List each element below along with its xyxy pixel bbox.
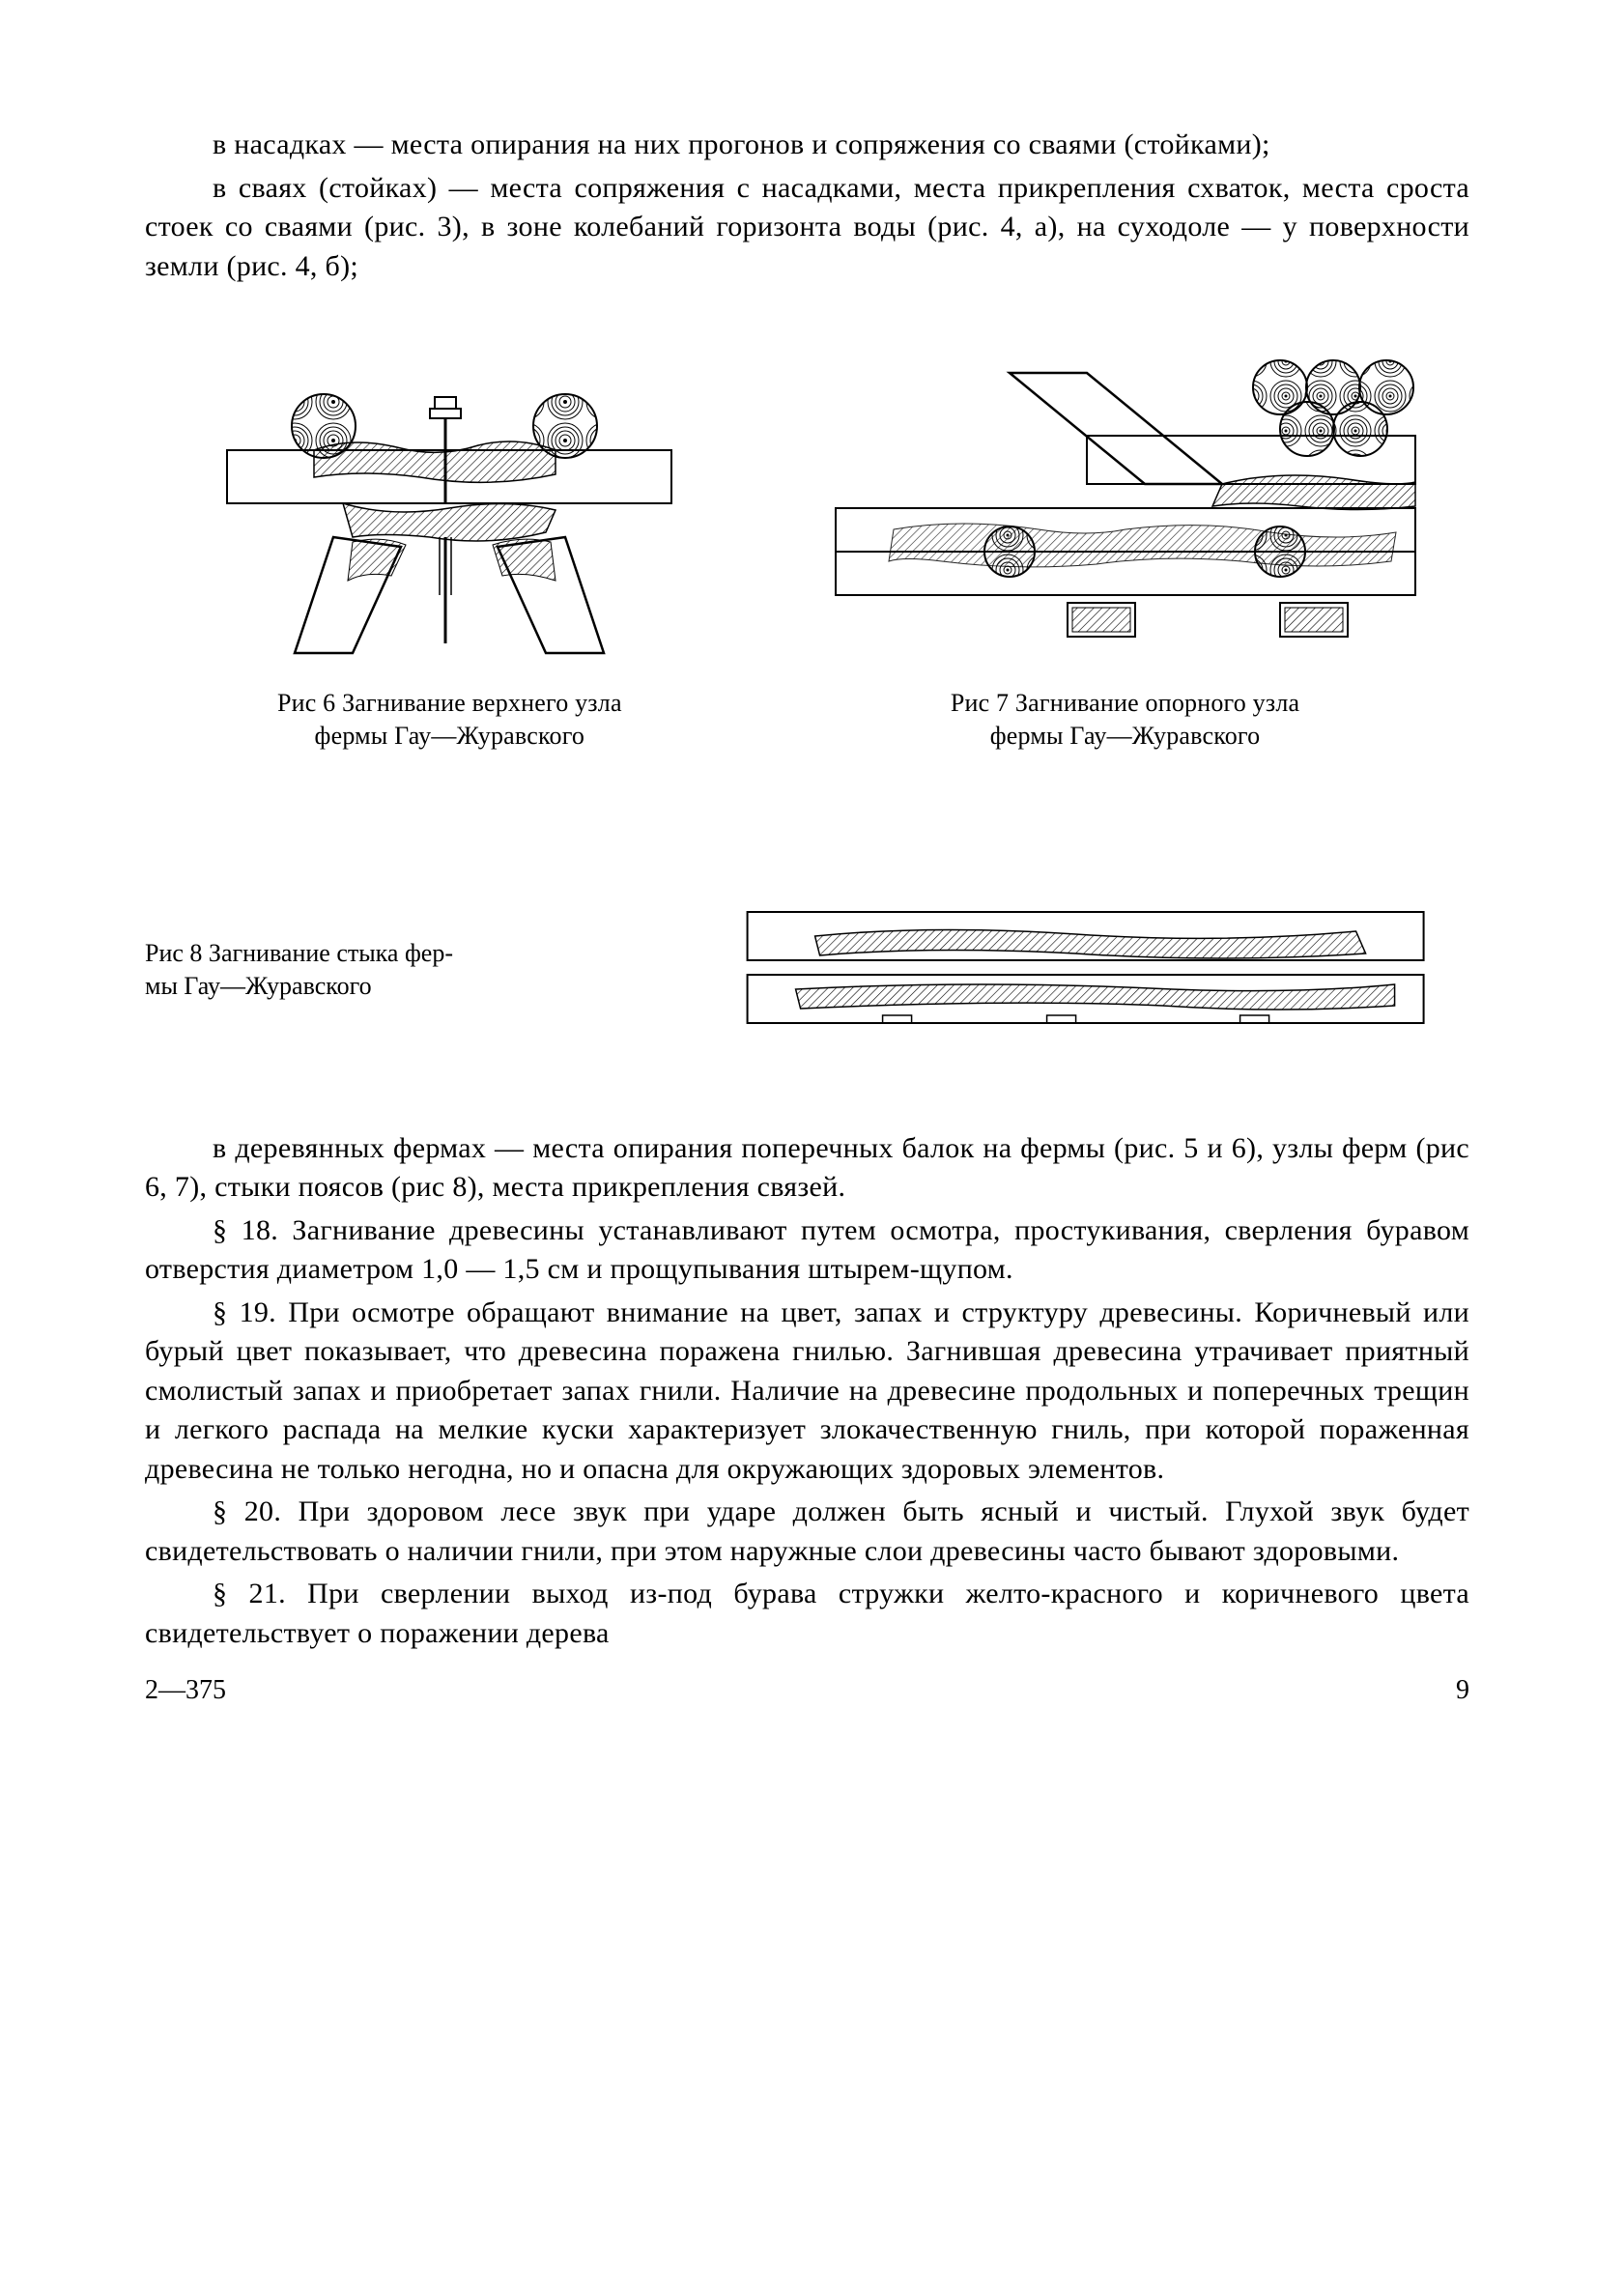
paragraph-4-section-18: § 18. Загнивание древесины устанавливают… (145, 1211, 1469, 1290)
paragraph-2: в сваях (стойках) — места сопряжения с н… (145, 169, 1469, 287)
paragraph-1: в насадках — места опирания на них прого… (145, 126, 1469, 165)
paragraph-5-section-19: § 19. При осмотре обращают внимание на ц… (145, 1294, 1469, 1490)
figure-6-caption-line2: фермы Гау—Журавского (315, 722, 585, 750)
footer-left-signature: 2—375 (145, 1672, 226, 1709)
figure-8-row: Рис 8 Загнивание стыка фер- мы Гау—Журав… (145, 897, 1469, 1042)
paragraph-3: в деревянных фермах — места опирания поп… (145, 1129, 1469, 1208)
page-footer: 2—375 9 (145, 1672, 1469, 1709)
figure-8-caption: Рис 8 Загнивание стыка фер- мы Гау—Журав… (145, 937, 701, 1003)
figure-7-caption: Рис 7 Загнивание опорного узла фермы Гау… (951, 687, 1299, 753)
figure-8-image (701, 897, 1469, 1042)
figure-6-image (145, 344, 755, 663)
figure-6-caption: Рис 6 Загнивание верхнего узла фермы Гау… (277, 687, 622, 753)
figure-7-block: Рис 7 Загнивание опорного узла фермы Гау… (781, 344, 1469, 753)
figure-7-caption-line1: Рис 7 Загнивание опорного узла (951, 689, 1299, 717)
paragraph-7-section-21: § 21. При сверлении выход из-под бурава … (145, 1575, 1469, 1653)
figures-row-6-7: Рис 6 Загнивание верхнего узла фермы Гау… (145, 344, 1469, 753)
figure-6-block: Рис 6 Загнивание верхнего узла фермы Гау… (145, 344, 755, 753)
paragraph-6-section-20: § 20. При здоровом лесе звук при ударе д… (145, 1493, 1469, 1571)
footer-page-number: 9 (1456, 1672, 1469, 1709)
figure-7-caption-line2: фермы Гау—Журавского (990, 722, 1261, 750)
figure-8-caption-line1: Рис 8 Загнивание стыка фер- (145, 939, 453, 967)
figure-6-caption-line1: Рис 6 Загнивание верхнего узла (277, 689, 622, 717)
figure-7-image (781, 344, 1469, 663)
figure-8-caption-line2: мы Гау—Журавского (145, 972, 372, 1000)
